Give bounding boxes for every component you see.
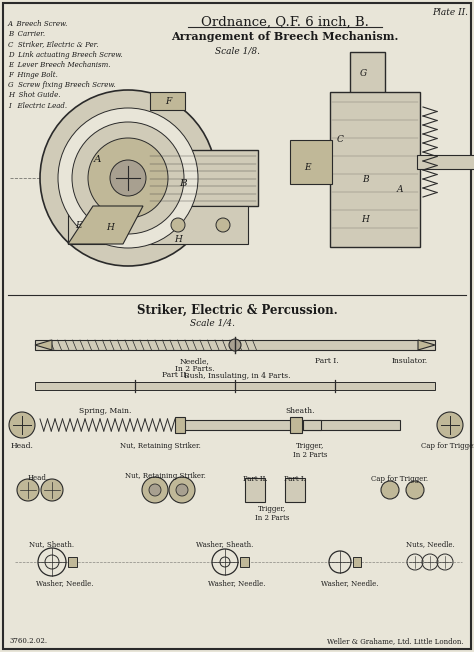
Text: Trigger,
In 2 Parts: Trigger, In 2 Parts [255, 505, 289, 522]
Bar [148, 150, 258, 206]
Circle shape [437, 412, 463, 438]
Text: E  Lever Breech Mechanism.: E Lever Breech Mechanism. [8, 61, 110, 69]
Text: In 2 Parts.: In 2 Parts. [175, 365, 215, 373]
Polygon shape [68, 206, 143, 244]
Text: C  Striker, Electric & Per.: C Striker, Electric & Per. [8, 40, 99, 48]
Text: H  Shot Guide.: H Shot Guide. [8, 91, 61, 99]
Text: Part II.: Part II. [162, 371, 188, 379]
Circle shape [216, 218, 230, 232]
Text: E: E [304, 162, 310, 171]
Text: B  Carrier.: B Carrier. [8, 30, 45, 38]
Polygon shape [35, 340, 52, 350]
Text: Plate II.: Plate II. [432, 8, 468, 17]
Text: Weller & Grahame, Ltd. Little London.: Weller & Grahame, Ltd. Little London. [328, 637, 464, 645]
Bar [290, 140, 332, 184]
Circle shape [406, 481, 424, 499]
Text: Cap for Trigger.: Cap for Trigger. [372, 475, 428, 483]
Bar [175, 417, 185, 433]
Text: Needle,: Needle, [180, 357, 210, 365]
Bar [303, 420, 321, 430]
Text: Sheath.: Sheath. [285, 407, 315, 415]
Text: G  Screw fixing Breech Screw.: G Screw fixing Breech Screw. [8, 82, 116, 89]
Text: Insulator.: Insulator. [392, 357, 428, 365]
Circle shape [9, 412, 35, 438]
Text: Nut, Retaining Striker.: Nut, Retaining Striker. [119, 442, 201, 450]
Text: G: G [359, 70, 366, 78]
Circle shape [142, 477, 168, 503]
Text: Washer, Needle.: Washer, Needle. [36, 579, 94, 587]
Text: Part I.: Part I. [315, 357, 338, 365]
Text: Ordnance, Q.F. 6 inch, B.: Ordnance, Q.F. 6 inch, B. [201, 16, 369, 29]
Bar [330, 92, 420, 247]
Circle shape [41, 479, 63, 501]
Text: A  Breech Screw.: A Breech Screw. [8, 20, 68, 28]
Bar [245, 478, 265, 502]
Circle shape [17, 479, 39, 501]
Text: E: E [75, 222, 82, 231]
Bar [180, 420, 400, 430]
Bar [290, 417, 302, 433]
Text: C: C [337, 136, 344, 145]
Text: F: F [165, 96, 171, 106]
Text: A: A [94, 155, 102, 164]
Bar [285, 478, 305, 502]
Text: Striker, Electric & Percussion.: Striker, Electric & Percussion. [137, 304, 337, 317]
Text: Nut, Sheath.: Nut, Sheath. [29, 540, 74, 548]
Bar [417, 155, 474, 169]
Text: H: H [174, 235, 182, 244]
Circle shape [171, 218, 185, 232]
Text: Head.: Head. [27, 474, 48, 482]
Text: Scale 1/8.: Scale 1/8. [216, 47, 261, 56]
Circle shape [176, 484, 188, 496]
Text: B: B [179, 179, 187, 188]
Text: Washer, Sheath.: Washer, Sheath. [196, 540, 254, 548]
Text: B: B [362, 175, 368, 185]
Bar [35, 382, 435, 390]
Bar [350, 52, 385, 112]
Text: Arrangement of Breech Mechanism.: Arrangement of Breech Mechanism. [171, 31, 399, 42]
Bar [68, 206, 248, 244]
Bar [353, 557, 361, 567]
Circle shape [72, 122, 184, 234]
Text: Spring, Main.: Spring, Main. [79, 407, 131, 415]
Text: D  Link actuating Breech Screw.: D Link actuating Breech Screw. [8, 51, 123, 59]
Circle shape [40, 90, 216, 266]
Polygon shape [418, 340, 435, 350]
Text: Nuts, Needle.: Nuts, Needle. [406, 540, 455, 548]
Text: H: H [361, 216, 369, 224]
Circle shape [110, 160, 146, 196]
Bar [68, 557, 77, 567]
Bar [240, 557, 249, 567]
Circle shape [229, 339, 241, 351]
Text: Part II.: Part II. [243, 475, 267, 483]
Text: Bush, Insulating, in 4 Parts.: Bush, Insulating, in 4 Parts. [184, 372, 290, 380]
Text: I   Electric Lead.: I Electric Lead. [8, 102, 67, 110]
Text: 3760.2.02.: 3760.2.02. [10, 637, 48, 645]
Text: Washer, Needle.: Washer, Needle. [208, 579, 266, 587]
Circle shape [381, 481, 399, 499]
Circle shape [149, 484, 161, 496]
Bar [150, 92, 185, 110]
Circle shape [169, 477, 195, 503]
Text: F  Hinge Bolt.: F Hinge Bolt. [8, 71, 58, 79]
Text: H: H [106, 224, 114, 233]
Text: Washer, Needle.: Washer, Needle. [321, 579, 379, 587]
Text: Part I.: Part I. [284, 475, 306, 483]
Text: Head.: Head. [10, 442, 34, 450]
Bar [35, 340, 435, 350]
Text: Scale 1/4.: Scale 1/4. [191, 318, 236, 327]
Text: Nut, Retaining Striker.: Nut, Retaining Striker. [125, 472, 205, 480]
Circle shape [88, 138, 168, 218]
Circle shape [58, 108, 198, 248]
Text: Trigger,
In 2 Parts: Trigger, In 2 Parts [293, 442, 327, 459]
Text: Cap for Trigger.: Cap for Trigger. [421, 442, 474, 450]
Text: A: A [397, 186, 403, 194]
